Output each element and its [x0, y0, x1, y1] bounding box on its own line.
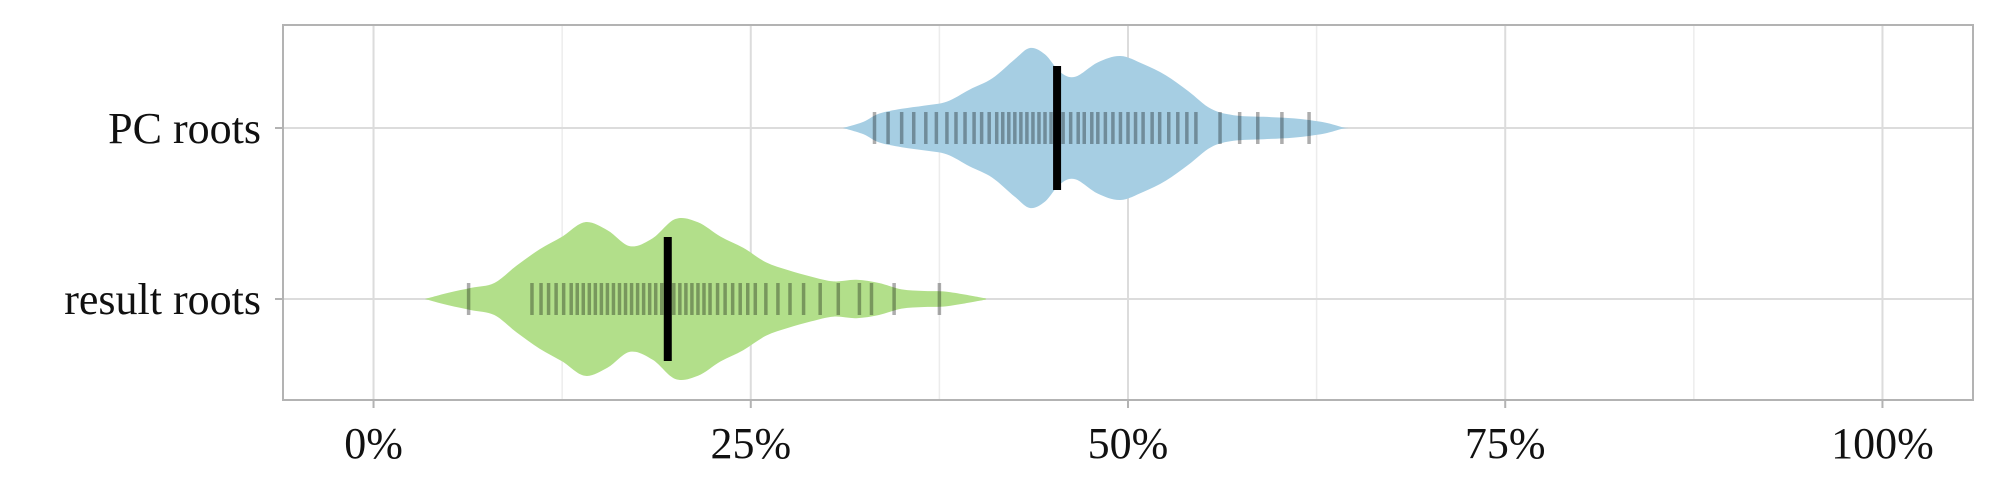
axis-labels: PC roots result roots 0% 25% 50% 75% 100% — [64, 104, 1934, 468]
x-tick-label: 50% — [1088, 419, 1169, 468]
violin-result-roots — [424, 217, 987, 381]
x-tick-label: 25% — [710, 419, 791, 468]
median-lines — [663, 66, 1062, 361]
violin-pc-roots — [842, 47, 1349, 209]
category-label: PC roots — [108, 104, 261, 153]
observation-ticks — [466, 112, 1311, 315]
x-tick-label: 0% — [344, 419, 403, 468]
violins — [424, 47, 1349, 381]
category-label: result roots — [64, 275, 261, 324]
x-tick-label: 100% — [1831, 419, 1934, 468]
x-tick-label: 75% — [1465, 419, 1546, 468]
